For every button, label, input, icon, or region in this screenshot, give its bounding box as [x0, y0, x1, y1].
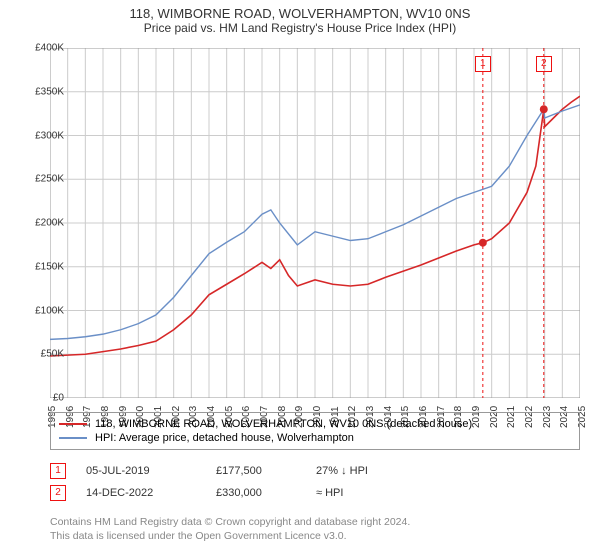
- chart-container: 118, WIMBORNE ROAD, WOLVERHAMPTON, WV10 …: [0, 0, 600, 560]
- transaction-marker: 2: [50, 485, 66, 501]
- legend-label: HPI: Average price, detached house, Wolv…: [95, 432, 354, 444]
- legend-item: HPI: Average price, detached house, Wolv…: [59, 431, 571, 445]
- y-tick-label: £0: [53, 393, 64, 404]
- transaction-marker: 1: [50, 463, 66, 479]
- transaction-date: 14-DEC-2022: [86, 487, 216, 499]
- transaction-date: 05-JUL-2019: [86, 465, 216, 477]
- y-tick-label: £350K: [35, 86, 64, 97]
- transactions-table: 1 05-JUL-2019£177,50027% ↓ HPI 2 14-DEC-202…: [50, 460, 580, 504]
- transaction-price: £177,500: [216, 465, 316, 477]
- legend-item: 118, WIMBORNE ROAD, WOLVERHAMPTON, WV10 …: [59, 417, 571, 431]
- y-tick-label: £100K: [35, 305, 64, 316]
- transaction-price: £330,000: [216, 487, 316, 499]
- transaction-delta: 27% ↓ HPI: [316, 465, 416, 477]
- chart-svg: [50, 48, 580, 398]
- y-tick-label: £50K: [41, 349, 64, 360]
- footer-line-1: Contains HM Land Registry data © Crown c…: [50, 516, 410, 530]
- legend-swatch: [59, 437, 87, 439]
- y-tick-label: £200K: [35, 218, 64, 229]
- transaction-delta: ≈ HPI: [316, 487, 416, 499]
- chart-marker-2: 2: [536, 56, 552, 72]
- transaction-row: 2 14-DEC-2022£330,000≈ HPI: [50, 482, 580, 504]
- legend: 118, WIMBORNE ROAD, WOLVERHAMPTON, WV10 …: [50, 412, 580, 450]
- title-block: 118, WIMBORNE ROAD, WOLVERHAMPTON, WV10 …: [0, 0, 600, 35]
- chart-marker-1: 1: [475, 56, 491, 72]
- y-tick-label: £150K: [35, 261, 64, 272]
- chart-subtitle: Price paid vs. HM Land Registry's House …: [0, 21, 600, 35]
- y-tick-label: £400K: [35, 43, 64, 54]
- legend-label: 118, WIMBORNE ROAD, WOLVERHAMPTON, WV10 …: [95, 418, 472, 430]
- legend-swatch: [59, 423, 87, 425]
- chart-title: 118, WIMBORNE ROAD, WOLVERHAMPTON, WV10 …: [0, 6, 600, 21]
- transaction-row: 1 05-JUL-2019£177,50027% ↓ HPI: [50, 460, 580, 482]
- y-tick-label: £250K: [35, 174, 64, 185]
- y-tick-label: £300K: [35, 130, 64, 141]
- footer-attribution: Contains HM Land Registry data © Crown c…: [50, 516, 410, 543]
- footer-line-2: This data is licensed under the Open Gov…: [50, 530, 410, 544]
